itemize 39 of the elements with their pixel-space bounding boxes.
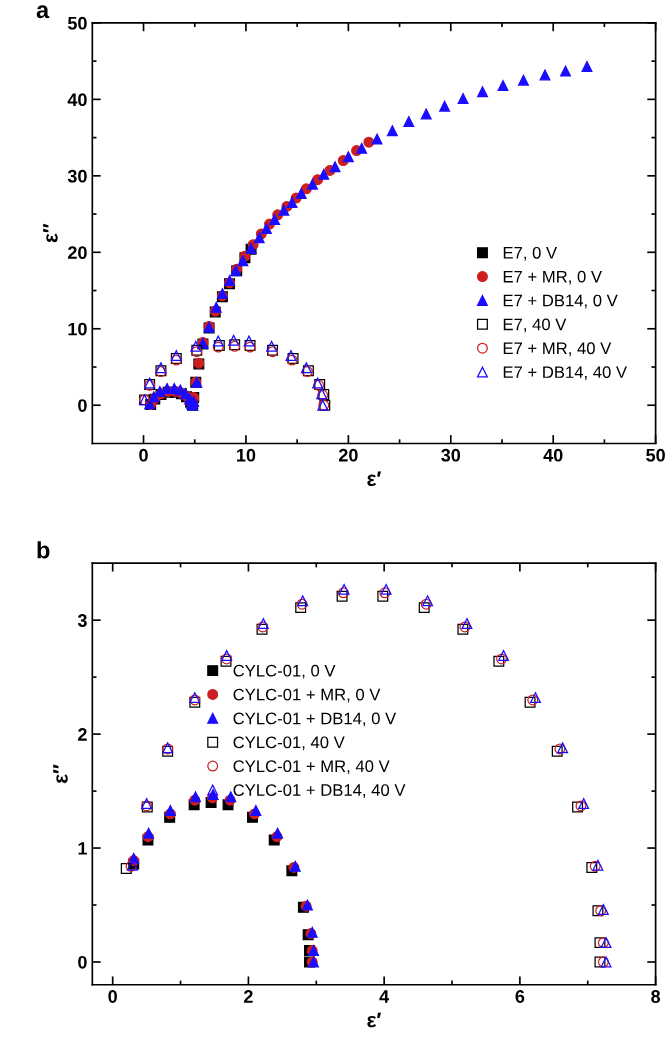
x-tick-label: 4 [379, 990, 390, 1003]
y-tick-label: 50 [67, 16, 87, 30]
y-tick-label: 0 [78, 955, 87, 969]
legend-label: E7 + MR, 0 V [503, 270, 602, 285]
x-tick-label: 30 [441, 448, 461, 462]
x-tick-label: 2 [244, 990, 253, 1003]
y-tick-label: 20 [68, 246, 87, 260]
x-tick-label: 10 [237, 448, 256, 462]
y-tick-label: 2 [78, 728, 87, 741]
y-tick-label: 1 [78, 842, 87, 855]
x-axis-title: ε′ [367, 1012, 382, 1028]
legend-label: CYLC-01 + MR, 40 V [233, 760, 390, 775]
legend-label: CYLC-01, 40 V [233, 736, 345, 751]
x-tick-label: 20 [338, 448, 358, 462]
legend-label: CYLC-01, 0 V [233, 664, 336, 679]
legend-label: E7 + DB14, 0 V [503, 294, 618, 309]
y-tick-label: 30 [67, 169, 87, 183]
y-tick-label: 40 [67, 93, 87, 107]
x-tick-label: 8 [651, 990, 661, 1003]
legend-label: CYLC-01 + DB14, 0 V [233, 712, 397, 727]
y-axis-title: ε″ [43, 223, 58, 243]
x-tick-label: 0 [139, 448, 148, 462]
legend-label: E7 + DB14, 40 V [503, 366, 627, 381]
y-tick-label: 3 [77, 614, 87, 627]
y-axis-title: ε″ [53, 764, 68, 784]
legend-label: CYLC-01 + MR, 0 V [233, 688, 381, 703]
x-tick-label: 6 [515, 990, 525, 1003]
x-tick-label: 0 [108, 990, 117, 1003]
chart-title: a [36, 5, 50, 19]
legend-label: E7, 40 V [503, 318, 567, 333]
legend-label: CYLC-01 + DB14, 40 V [233, 784, 406, 798]
x-tick-label: 50 [646, 448, 665, 462]
legend-label: E7 + MR, 40 V [503, 342, 612, 357]
y-tick-label: 10 [68, 322, 87, 336]
x-axis-title: ε′ [367, 471, 382, 487]
y-tick-label: 0 [78, 399, 87, 412]
chart-title: b [37, 541, 50, 559]
legend-label: E7, 0 V [503, 246, 558, 261]
x-tick-label: 40 [543, 448, 563, 462]
